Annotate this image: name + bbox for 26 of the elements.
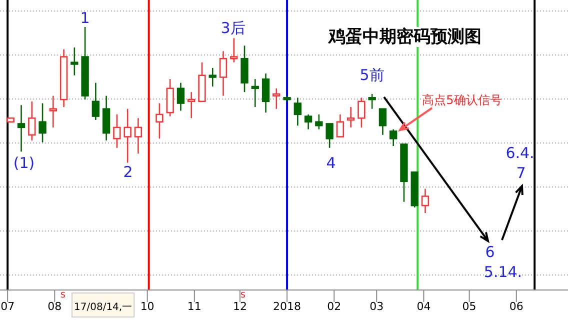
x-tick-label: 02 [327,300,342,313]
x-tick-label: 07 [0,300,15,313]
chart-title: 鸡蛋中期密码预测图 [328,27,482,47]
x-tick-label: 05 [462,300,476,313]
annotation: 2 [123,163,133,181]
annotation: (1) [13,154,35,172]
x-tick-label: 12 [232,300,247,313]
annotation: 5前 [360,66,384,84]
cursor-label: 17/08/14,一 [72,292,135,318]
x-tick-label: 06 [509,300,524,313]
text: s [60,290,66,300]
x-tick-label: 10 [140,300,154,313]
x-tick-label: 03 [370,300,384,313]
text: s [240,290,246,300]
x-tick-label: 04 [416,300,431,313]
annotation: 4 [326,154,336,172]
annotation: 3后 [220,19,246,37]
x-tick-label: 08 [48,300,62,313]
x-tick-label: 2018 [273,300,302,313]
text: 6 [485,243,495,261]
annotation: 1 [80,9,90,27]
annotation: 高点5确认信号 [422,93,502,107]
annotation: 6.4. [506,144,534,162]
annotation: 7 [516,164,526,182]
x-tick-label: 11 [187,300,202,313]
text: 5.14. [484,263,522,281]
